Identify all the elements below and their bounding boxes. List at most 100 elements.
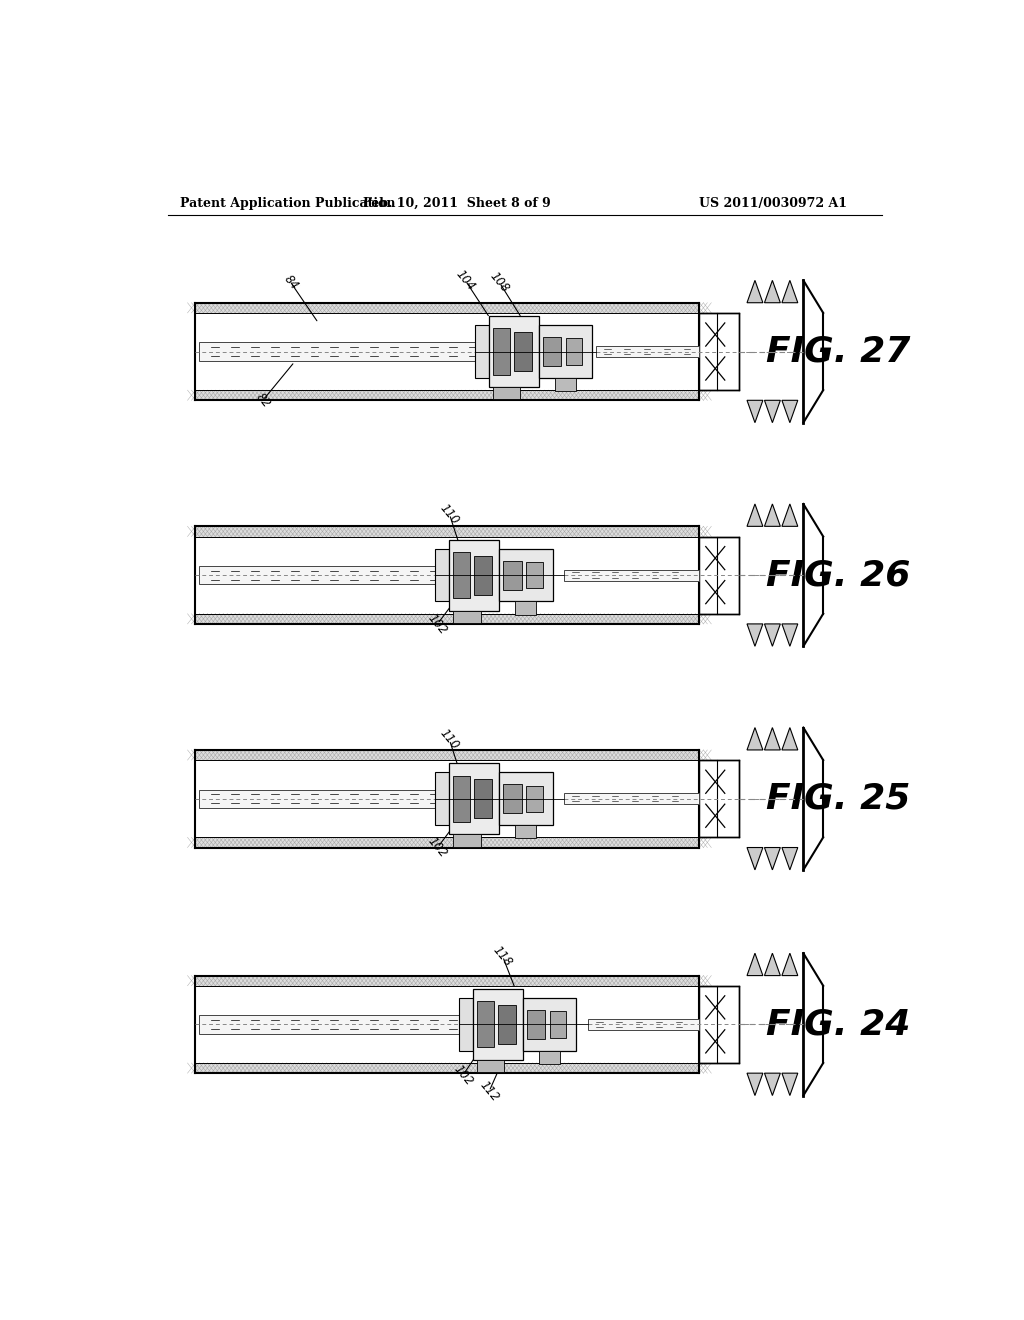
Bar	[196, 975, 699, 986]
Bar	[503, 784, 521, 813]
Bar	[539, 1051, 560, 1064]
Bar	[699, 760, 739, 837]
Bar	[699, 986, 739, 1063]
Bar	[566, 338, 583, 364]
Bar	[564, 793, 699, 804]
Text: FIG. 27: FIG. 27	[766, 334, 910, 368]
Bar	[196, 837, 699, 847]
Text: FIG. 26: FIG. 26	[766, 558, 910, 593]
Bar	[555, 378, 577, 391]
Bar	[200, 342, 489, 360]
Bar	[196, 750, 699, 760]
Bar	[196, 391, 699, 400]
Bar	[543, 337, 561, 366]
Bar	[550, 1011, 566, 1038]
Bar	[473, 989, 522, 1060]
Polygon shape	[748, 504, 763, 527]
Bar	[200, 1015, 473, 1034]
Bar	[588, 1019, 699, 1030]
Polygon shape	[782, 280, 798, 302]
Polygon shape	[765, 1073, 780, 1096]
Bar	[435, 772, 450, 825]
Bar	[515, 602, 537, 615]
Text: 110: 110	[437, 727, 462, 752]
Polygon shape	[782, 727, 798, 750]
Bar	[196, 527, 699, 536]
Text: Feb. 10, 2011  Sheet 8 of 9: Feb. 10, 2011 Sheet 8 of 9	[364, 197, 551, 210]
Bar	[450, 763, 499, 834]
Text: FIG. 25: FIG. 25	[766, 781, 910, 816]
Bar	[435, 549, 450, 602]
Text: 102: 102	[425, 611, 450, 636]
Bar	[196, 302, 699, 313]
Bar	[498, 1005, 516, 1044]
Bar	[526, 785, 543, 812]
Bar	[477, 1060, 505, 1072]
Bar	[499, 772, 553, 825]
Bar	[526, 562, 543, 589]
Bar	[494, 329, 510, 375]
Text: 108: 108	[487, 269, 512, 296]
Text: 118: 118	[490, 944, 515, 969]
Text: US 2011/0030972 A1: US 2011/0030972 A1	[699, 197, 848, 210]
Polygon shape	[765, 400, 780, 422]
Bar	[522, 998, 577, 1051]
Bar	[539, 325, 592, 378]
Bar	[200, 789, 450, 808]
Bar	[515, 825, 537, 838]
Polygon shape	[765, 624, 780, 647]
Text: 84: 84	[281, 272, 300, 292]
Bar	[196, 760, 699, 837]
Polygon shape	[748, 1073, 763, 1096]
Polygon shape	[782, 953, 798, 975]
Bar	[200, 566, 450, 585]
Bar	[454, 834, 480, 846]
Text: 112: 112	[477, 1078, 502, 1105]
Polygon shape	[765, 280, 780, 302]
Polygon shape	[782, 400, 798, 422]
Bar	[196, 614, 699, 624]
Bar	[489, 315, 539, 387]
Bar	[513, 331, 532, 371]
Bar	[454, 552, 470, 598]
Polygon shape	[782, 1073, 798, 1096]
Text: Patent Application Publication: Patent Application Publication	[179, 197, 395, 210]
Bar	[450, 540, 499, 611]
Polygon shape	[748, 953, 763, 975]
Polygon shape	[748, 624, 763, 647]
Polygon shape	[748, 847, 763, 870]
Bar	[699, 313, 739, 391]
Polygon shape	[782, 847, 798, 870]
Polygon shape	[748, 400, 763, 422]
Bar	[196, 313, 699, 391]
Bar	[196, 536, 699, 614]
Polygon shape	[765, 504, 780, 527]
Bar	[477, 1002, 494, 1048]
Polygon shape	[765, 727, 780, 750]
Bar	[474, 779, 493, 818]
Polygon shape	[748, 727, 763, 750]
Text: 102: 102	[451, 1063, 475, 1088]
Text: 102: 102	[425, 834, 450, 861]
Text: FIG. 24: FIG. 24	[766, 1007, 910, 1041]
Polygon shape	[748, 280, 763, 302]
Polygon shape	[765, 847, 780, 870]
Text: 82: 82	[253, 391, 272, 411]
Bar	[699, 536, 739, 614]
Polygon shape	[782, 504, 798, 527]
Polygon shape	[765, 953, 780, 975]
Bar	[503, 561, 521, 590]
Text: 110: 110	[437, 502, 462, 527]
Bar	[475, 325, 489, 378]
Bar	[474, 556, 493, 595]
Bar	[459, 998, 473, 1051]
Bar	[526, 1010, 546, 1039]
Polygon shape	[782, 624, 798, 647]
Bar	[454, 776, 470, 822]
Bar	[196, 1063, 699, 1073]
Text: 104: 104	[453, 268, 477, 293]
Bar	[454, 611, 480, 623]
Bar	[494, 387, 520, 400]
Bar	[564, 570, 699, 581]
Bar	[196, 986, 699, 1063]
